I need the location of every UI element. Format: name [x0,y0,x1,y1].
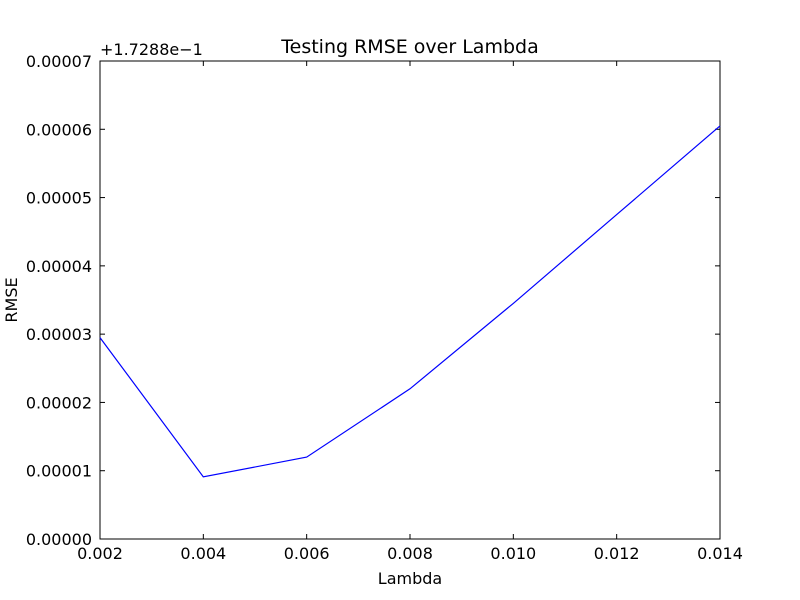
y-tick-label: 0.00004 [26,257,92,276]
y-tick-label: 0.00003 [26,325,92,344]
x-tick-label: 0.004 [180,544,226,563]
x-tick-label: 0.014 [697,544,743,563]
x-tick-label: 0.008 [387,544,433,563]
series-line [99,125,721,478]
y-tick-label: 0.00005 [26,189,92,208]
y-tick-label: 0.00007 [26,52,92,71]
y-tick-label: 0.00000 [26,530,92,549]
y-tick-label: 0.00006 [26,120,92,139]
x-tick-label: 0.010 [490,544,536,563]
y-tick-label: 0.00001 [26,462,92,481]
x-axis-title: Lambda [378,569,442,588]
plot-frame [99,60,721,540]
x-tick-label: 0.012 [594,544,640,563]
chart-title: Testing RMSE over Lambda [280,36,538,58]
y-offset-label: +1.7288e−1 [100,40,203,59]
y-axis-title: RMSE [2,277,21,322]
x-tick-label: 0.006 [284,544,330,563]
plot-area: 0.002 0.004 0.006 0.008 0.010 0.012 0.014 0.000… [26,52,743,563]
y-tick-label: 0.00002 [26,393,92,412]
x-tick-label: 0.002 [77,544,123,563]
